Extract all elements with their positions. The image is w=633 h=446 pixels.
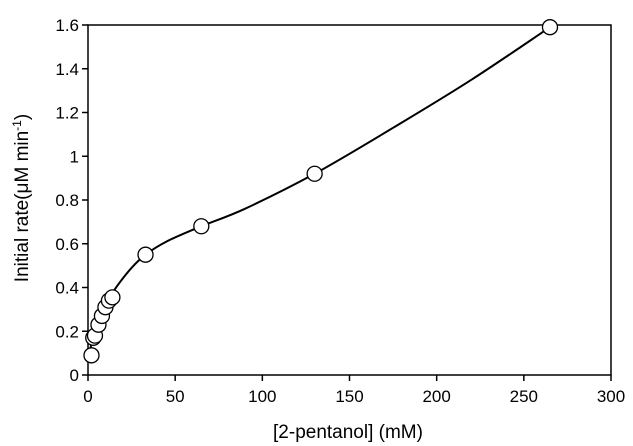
y-tick-label: 1.2 <box>55 104 79 123</box>
y-axis-title-main: Initial rate(μM min <box>12 131 33 282</box>
y-axis: 0 0.2 0.4 0.6 0.8 1 1.2 1.4 1.6 <box>55 16 88 385</box>
data-point <box>541 19 559 36</box>
x-tick-label: 100 <box>248 387 276 406</box>
x-axis-title: [2-pentanol] (mM) <box>273 422 423 443</box>
data-point <box>137 246 154 263</box>
x-tick-label: 250 <box>510 387 538 406</box>
x-tick-label: 300 <box>597 387 625 406</box>
x-tick-label: 200 <box>422 387 450 406</box>
y-tick-label: 0.2 <box>55 322 79 341</box>
y-axis-title: Initial rate(μM min-1) <box>10 114 33 282</box>
data-point <box>83 347 100 364</box>
y-axis-title-sup: -1 <box>10 120 24 131</box>
y-tick-label: 1.6 <box>55 16 79 35</box>
data-points-layer <box>83 19 559 364</box>
y-tick-label: 0.4 <box>55 279 79 298</box>
y-tick-label: 1.4 <box>55 60 79 79</box>
plot-area <box>87 24 612 376</box>
data-point <box>306 165 323 182</box>
x-tick-label: 0 <box>83 387 92 406</box>
fit-curve-layer <box>87 26 551 360</box>
fit-curve <box>87 26 551 360</box>
y-tick-label: 0.8 <box>55 191 79 210</box>
x-tick-label: 50 <box>166 387 185 406</box>
x-axis: 0 50 100 150 200 250 300 <box>83 375 625 406</box>
data-point <box>104 289 121 306</box>
plot-frame <box>87 24 612 376</box>
y-tick-label: 0.6 <box>55 235 79 254</box>
x-tick-label: 150 <box>335 387 363 406</box>
y-axis-title-close: ) <box>12 114 33 120</box>
y-tick-label: 0 <box>70 366 79 385</box>
data-point <box>193 218 210 235</box>
y-tick-label: 1 <box>70 147 79 166</box>
